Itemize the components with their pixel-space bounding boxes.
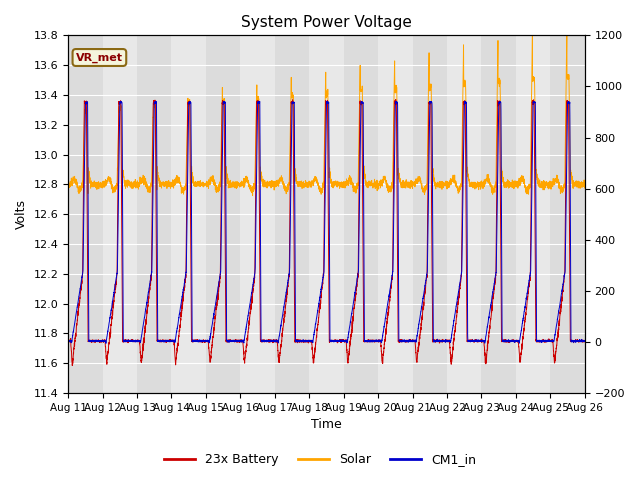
Bar <box>413 36 447 393</box>
Bar <box>309 36 344 393</box>
Bar <box>172 36 206 393</box>
Bar <box>447 36 481 393</box>
Bar <box>137 36 172 393</box>
Legend: 23x Battery, Solar, CM1_in: 23x Battery, Solar, CM1_in <box>159 448 481 471</box>
X-axis label: Time: Time <box>311 419 342 432</box>
Bar <box>68 36 102 393</box>
Bar <box>481 36 516 393</box>
Bar <box>516 36 550 393</box>
Bar <box>275 36 309 393</box>
Bar <box>102 36 137 393</box>
Title: System Power Voltage: System Power Voltage <box>241 15 412 30</box>
Bar <box>550 36 585 393</box>
Bar <box>241 36 275 393</box>
Y-axis label: Volts: Volts <box>15 199 28 229</box>
Bar <box>378 36 413 393</box>
Text: VR_met: VR_met <box>76 52 123 63</box>
Bar <box>206 36 241 393</box>
Bar <box>344 36 378 393</box>
